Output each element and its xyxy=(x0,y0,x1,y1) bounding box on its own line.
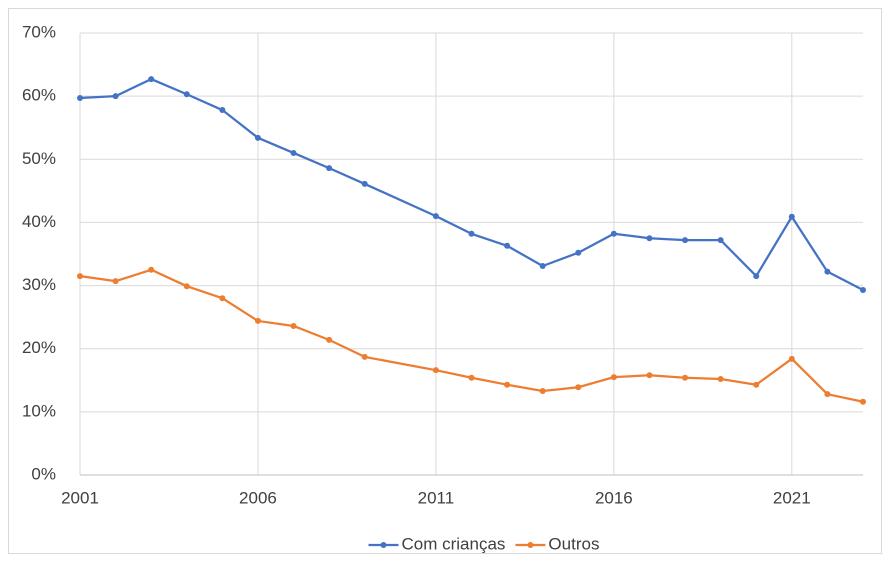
x-tick-label: 2016 xyxy=(595,488,633,507)
data-point xyxy=(183,91,190,98)
data-point xyxy=(326,336,333,343)
series-line xyxy=(79,268,864,403)
data-point xyxy=(788,213,795,220)
data-point xyxy=(575,384,582,391)
data-point xyxy=(717,237,724,244)
y-tick-label: 60% xyxy=(22,86,56,105)
data-point xyxy=(860,398,866,405)
x-tick-label: 2006 xyxy=(239,488,277,507)
data-point xyxy=(788,355,795,362)
data-point xyxy=(77,95,83,102)
data-point xyxy=(254,134,261,141)
data-point xyxy=(112,278,119,285)
data-point xyxy=(504,242,511,249)
y-tick-label: 10% xyxy=(22,401,56,420)
data-point xyxy=(610,374,617,381)
x-tick-label: 2001 xyxy=(61,488,99,507)
data-point xyxy=(468,374,475,381)
data-point xyxy=(539,388,546,395)
series-line xyxy=(79,77,864,291)
x-tick-label: 2011 xyxy=(418,488,455,507)
data-point xyxy=(432,367,439,374)
data-point xyxy=(183,283,190,290)
data-point xyxy=(824,268,831,275)
data-point xyxy=(361,353,368,360)
data-point xyxy=(717,376,724,383)
data-point xyxy=(610,230,617,237)
legend-marker xyxy=(527,542,534,548)
data-point xyxy=(112,93,119,100)
data-point xyxy=(646,235,653,242)
data-point xyxy=(290,149,297,156)
data-point xyxy=(148,76,155,83)
y-tick-label: 0% xyxy=(31,464,56,483)
x-tick-label: 2021 xyxy=(773,488,811,507)
data-point xyxy=(361,180,368,187)
y-tick-label: 30% xyxy=(22,275,56,294)
data-point xyxy=(753,381,760,388)
data-point xyxy=(432,213,439,220)
legend-marker xyxy=(380,542,387,548)
data-point xyxy=(219,107,226,114)
data-point xyxy=(504,381,511,388)
data-point xyxy=(77,273,83,280)
data-point xyxy=(326,165,333,172)
data-point xyxy=(539,262,546,269)
legend-label: Outros xyxy=(548,534,599,553)
data-point xyxy=(254,317,261,324)
y-tick-label: 70% xyxy=(22,22,56,41)
data-point xyxy=(468,230,475,237)
data-point xyxy=(682,374,689,381)
y-tick-label: 40% xyxy=(22,212,56,231)
data-point xyxy=(824,391,831,398)
chart-border xyxy=(8,8,882,554)
y-tick-label: 20% xyxy=(22,338,56,357)
data-point xyxy=(646,372,653,379)
data-point xyxy=(219,295,226,302)
data-point xyxy=(148,266,155,273)
legend-label: Com crianças xyxy=(402,534,506,553)
data-point xyxy=(682,237,689,244)
y-tick-label: 50% xyxy=(22,149,56,168)
data-point xyxy=(575,249,582,256)
data-point xyxy=(860,286,866,293)
data-point xyxy=(753,273,760,280)
data-point xyxy=(290,322,297,329)
